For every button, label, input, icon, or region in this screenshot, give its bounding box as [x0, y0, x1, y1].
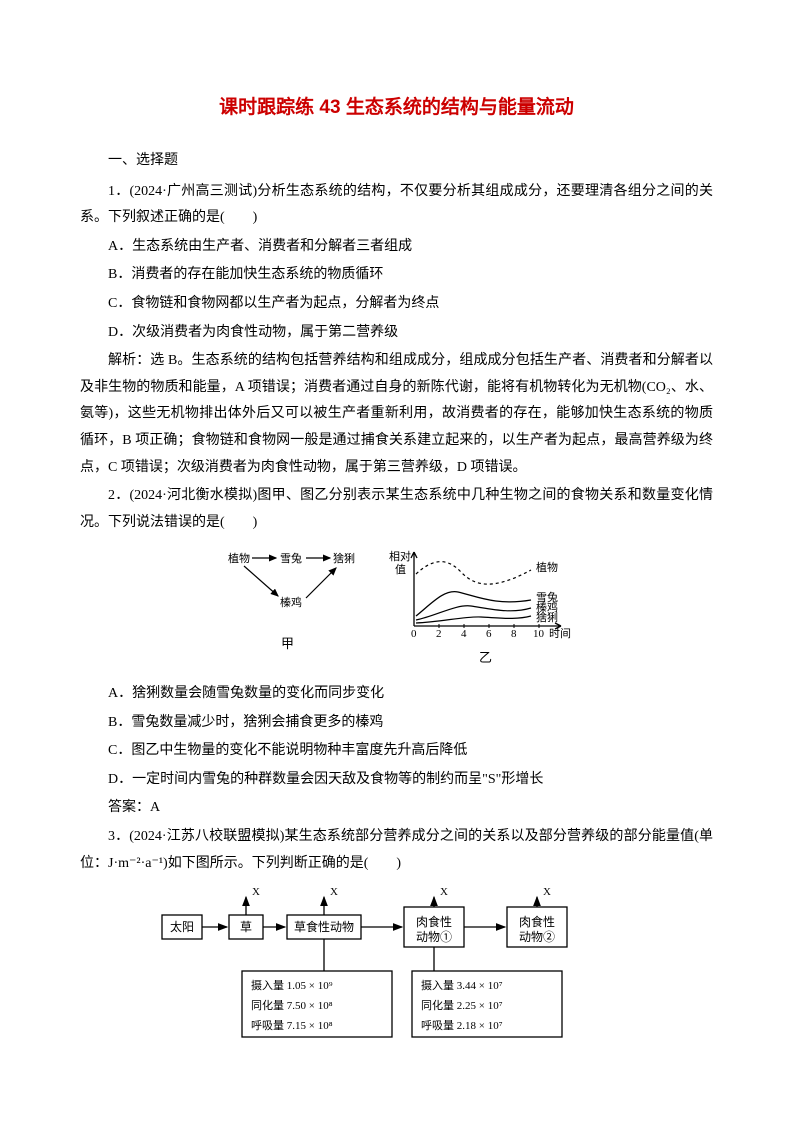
q1-option-b: B．消费者的存在能加快生态系统的物质循环: [80, 262, 713, 289]
x-carn1: X: [440, 886, 448, 898]
q2-fig2: 相对 值 0 2 4 6 8 10 时间 植物 雪兔 榛鸡: [386, 544, 586, 671]
xtick-4: 4: [461, 628, 467, 640]
node-plant: 植物: [228, 551, 250, 565]
q2-option-a: A．猞猁数量会随雪兔数量的变化而同步变化: [80, 681, 713, 708]
page-title: 课时跟踪练 43 生态系统的结构与能量流动: [80, 90, 713, 126]
q2-figures: 植物 雪兔 猞猁 榛鸡 甲 相对 值 0 2 4 6 8 10 时间: [80, 544, 713, 671]
node-carn1-l1: 肉食性: [415, 914, 451, 929]
ylabel-2: 值: [395, 563, 406, 576]
node-carn2-l2: 动物②: [518, 930, 554, 944]
q1-stem: 1．(2024·广州高三测试)分析生态系统的结构，不仅要分析其组成成分，还要理清…: [80, 179, 713, 232]
xtick-2: 2: [436, 628, 442, 640]
q2-option-b: B．雪兔数量减少时，猞猁会捕食更多的榛鸡: [80, 710, 713, 737]
fig1-caption: 甲: [281, 632, 294, 657]
x-carn2: X: [543, 886, 551, 898]
node-carn2-l1: 肉食性: [518, 914, 554, 929]
xtick-8: 8: [511, 628, 517, 640]
q2-option-c: C．图乙中生物量的变化不能说明物种丰富度先升高后降低: [80, 738, 713, 765]
ylabel-1: 相对: [389, 549, 411, 563]
q1-explanation: 解析：选 B。生态系统的结构包括营养结构和组成成分，组成成分包括生产者、消费者和…: [80, 348, 713, 481]
box1-l1: 摄入量 1.05 × 10⁹: [251, 978, 333, 992]
q1-option-c: C．食物链和食物网都以生产者为起点，分解者为终点: [80, 291, 713, 318]
x-herb: X: [330, 886, 338, 898]
q3-diagram: 太阳 草 草食性动物 肉食性 动物① 肉食性 动物② X X X X 摄入量: [80, 885, 713, 1045]
legend-lynx: 猞猁: [536, 611, 558, 624]
box1-l3: 呼吸量 7.15 × 10⁸: [251, 1019, 333, 1032]
node-hare: 雪兔: [280, 551, 302, 565]
population-chart: 相对 值 0 2 4 6 8 10 时间 植物 雪兔 榛鸡: [386, 544, 586, 644]
q2-fig1: 植物 雪兔 猞猁 榛鸡 甲: [208, 544, 368, 657]
xtick-6: 6: [486, 628, 492, 640]
q2-answer: 答案：A: [80, 795, 713, 822]
node-grass: 草: [239, 920, 251, 934]
node-herbivore: 草食性动物: [293, 919, 353, 934]
node-carn1-l2: 动物①: [415, 930, 451, 944]
node-sun: 太阳: [169, 919, 193, 934]
xlabel: 时间: [549, 627, 571, 640]
box2-l1: 摄入量 3.44 × 10⁷: [421, 978, 503, 992]
q1-option-a: A．生态系统由生产者、消费者和分解者三者组成: [80, 234, 713, 261]
legend-plant: 植物: [536, 560, 558, 574]
fig2-caption: 乙: [479, 646, 492, 671]
xtick-10: 10: [533, 628, 545, 640]
q1-option-d: D．次级消费者为肉食性动物，属于第二营养级: [80, 320, 713, 347]
xtick-0: 0: [411, 628, 417, 640]
node-grouse: 榛鸡: [280, 595, 302, 609]
q2-option-d: D．一定时间内雪兔的种群数量会因天敌及食物等的制约而呈"S"形增长: [80, 767, 713, 794]
food-web-diagram: 植物 雪兔 猞猁 榛鸡: [208, 544, 368, 630]
node-lynx: 猞猁: [333, 552, 355, 565]
q3-stem: 3．(2024·江苏八校联盟模拟)某生态系统部分营养成分之间的关系以及部分营养级…: [80, 824, 713, 877]
q2-stem: 2．(2024·河北衡水模拟)图甲、图乙分别表示某生态系统中几种生物之间的食物关…: [80, 483, 713, 536]
box2-l3: 呼吸量 2.18 × 10⁷: [421, 1019, 503, 1032]
section-heading-1: 一、选择题: [80, 148, 713, 175]
box1-l2: 同化量 7.50 × 10⁸: [251, 998, 333, 1012]
x-grass: X: [252, 886, 260, 898]
box2-l2: 同化量 2.25 × 10⁷: [421, 998, 503, 1012]
energy-flow-diagram: 太阳 草 草食性动物 肉食性 动物① 肉食性 动物② X X X X 摄入量: [157, 885, 637, 1045]
